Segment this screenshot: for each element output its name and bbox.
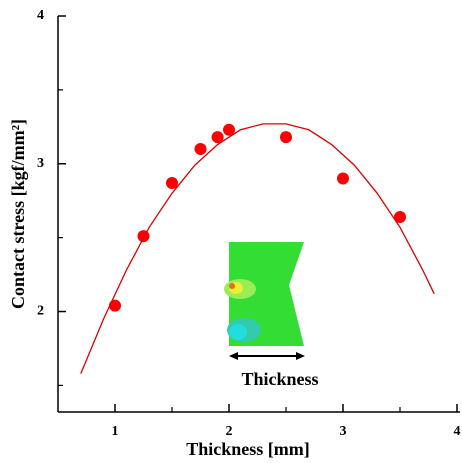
y-tick-label: 4 — [37, 8, 44, 23]
x-axis-label: Thickness [mm] — [186, 439, 310, 459]
data-point — [337, 172, 349, 185]
data-point — [109, 299, 121, 312]
x-tick-label: 2 — [226, 424, 233, 439]
data-point — [211, 131, 224, 144]
x-tick-label: 1 — [112, 424, 119, 439]
data-point — [280, 131, 292, 144]
data-point — [166, 176, 178, 189]
fit-curve — [80, 123, 435, 374]
x-tick-label: 3 — [340, 424, 347, 439]
y-tick-label: 2 — [37, 304, 44, 319]
data-point — [137, 230, 150, 243]
annotation: Thickness — [241, 369, 318, 389]
inset-figure — [224, 242, 305, 360]
y-axis-label: Contact stress [kgf/mm²] — [8, 119, 28, 309]
data-point — [223, 123, 235, 136]
data-point — [194, 142, 207, 155]
data-point — [394, 210, 406, 223]
y-tick-label: 3 — [37, 156, 44, 171]
x-tick-label: 4 — [454, 424, 461, 439]
